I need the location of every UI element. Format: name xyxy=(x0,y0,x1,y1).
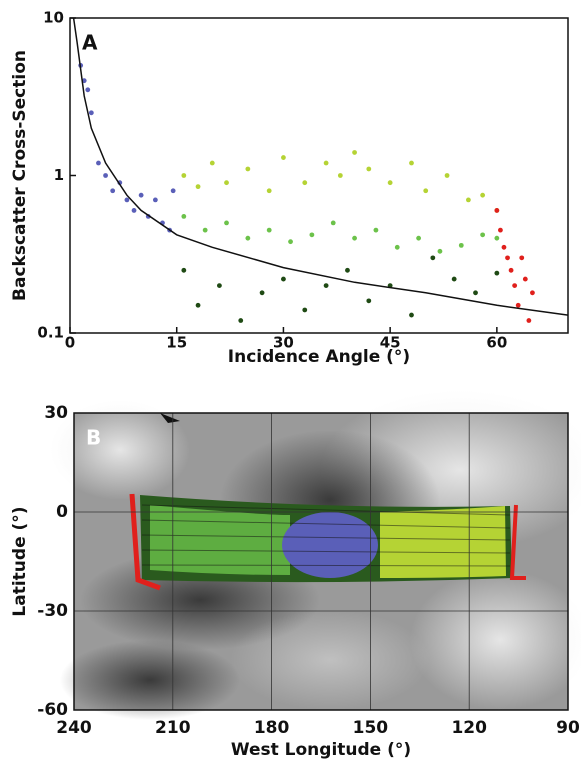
data-point xyxy=(494,270,500,276)
x-tick-label: 180 xyxy=(254,718,290,738)
data-point xyxy=(416,235,421,241)
data-point xyxy=(352,150,357,155)
x-tick-label: 150 xyxy=(353,718,389,738)
y-tick-label: 1 xyxy=(54,166,64,184)
x-tick-label: 60 xyxy=(486,334,507,352)
data-point xyxy=(195,302,201,308)
y-tick-label: 0.1 xyxy=(37,324,64,342)
data-point xyxy=(224,180,229,186)
data-point xyxy=(409,312,414,318)
data-point xyxy=(501,244,507,250)
x-tick-label: 240 xyxy=(56,718,92,738)
data-point xyxy=(138,192,144,198)
data-point xyxy=(373,227,379,233)
data-point xyxy=(181,267,187,273)
y-tick-label: 10 xyxy=(43,9,64,27)
data-point xyxy=(387,180,393,186)
x-axis-label: Incidence Angle (°) xyxy=(228,347,410,367)
plot-frame xyxy=(73,412,569,711)
data-point xyxy=(480,192,486,198)
radar-swath xyxy=(129,493,526,591)
data-point xyxy=(505,255,510,261)
data-point xyxy=(181,213,187,219)
y-tick-label: -60 xyxy=(37,700,68,720)
panel-label: B xyxy=(86,426,101,450)
data-point xyxy=(366,298,372,304)
data-point xyxy=(530,290,535,296)
data-point xyxy=(451,276,457,282)
data-point xyxy=(245,166,251,172)
x-tick-label: 120 xyxy=(451,718,487,738)
data-point xyxy=(288,239,293,245)
data-point xyxy=(110,188,116,194)
data-point xyxy=(217,283,222,288)
data-point xyxy=(337,173,343,178)
data-point xyxy=(302,180,308,186)
data-point xyxy=(309,232,315,238)
x-tick-label: 30 xyxy=(273,334,294,352)
data-point xyxy=(281,276,286,282)
data-point xyxy=(209,160,215,166)
data-point xyxy=(245,235,251,241)
x-tick-label: 210 xyxy=(155,718,191,738)
data-point xyxy=(170,188,176,194)
data-point xyxy=(266,188,272,194)
data-point xyxy=(494,208,500,213)
data-point xyxy=(515,302,521,308)
data-point xyxy=(259,290,265,296)
data-point xyxy=(345,267,350,273)
y-tick-label: 30 xyxy=(44,403,68,423)
data-point xyxy=(103,173,108,178)
data-point xyxy=(85,87,91,93)
data-point xyxy=(466,197,471,203)
data-point xyxy=(423,188,429,194)
x-tick-label: 15 xyxy=(166,334,187,352)
data-point xyxy=(323,160,329,166)
x-axis-label: West Longitude (°) xyxy=(231,740,411,760)
data-point xyxy=(224,220,229,226)
data-point xyxy=(195,184,201,190)
data-point xyxy=(519,255,525,261)
data-point xyxy=(202,227,208,233)
data-point xyxy=(512,283,518,288)
data-point xyxy=(508,267,514,273)
data-point xyxy=(352,235,357,241)
data-point xyxy=(522,276,528,282)
data-point xyxy=(494,235,500,241)
x-tick-label: 90 xyxy=(556,718,580,738)
data-point xyxy=(437,248,443,254)
data-point xyxy=(480,232,486,238)
y-tick-label: 0 xyxy=(56,502,68,522)
y-axis-label: Backscatter Cross-Section xyxy=(10,50,30,301)
data-point xyxy=(152,197,158,203)
data-point xyxy=(266,227,272,233)
data-point xyxy=(281,155,286,160)
data-point xyxy=(88,110,94,116)
y-tick-label: -30 xyxy=(37,601,68,621)
x-tick-label: 45 xyxy=(380,334,401,352)
data-point xyxy=(131,208,137,213)
plot-frame xyxy=(69,17,569,334)
data-point xyxy=(302,307,308,313)
y-axis-label: Latitude (°) xyxy=(10,506,30,616)
data-point xyxy=(366,166,372,172)
panel-label: A xyxy=(82,31,98,55)
data-point xyxy=(498,227,503,233)
data-point xyxy=(526,318,532,323)
model-curve xyxy=(72,17,569,316)
data-point xyxy=(409,160,414,166)
data-point xyxy=(238,318,244,323)
data-point xyxy=(394,244,400,250)
data-point xyxy=(323,283,329,288)
data-point xyxy=(330,220,336,226)
data-point xyxy=(444,173,450,178)
data-point xyxy=(124,197,130,203)
data-point xyxy=(473,290,478,296)
data-point xyxy=(96,160,101,166)
x-tick-label: 0 xyxy=(65,334,75,352)
data-point xyxy=(430,255,436,261)
data-point xyxy=(458,242,464,248)
data-point xyxy=(181,173,187,178)
